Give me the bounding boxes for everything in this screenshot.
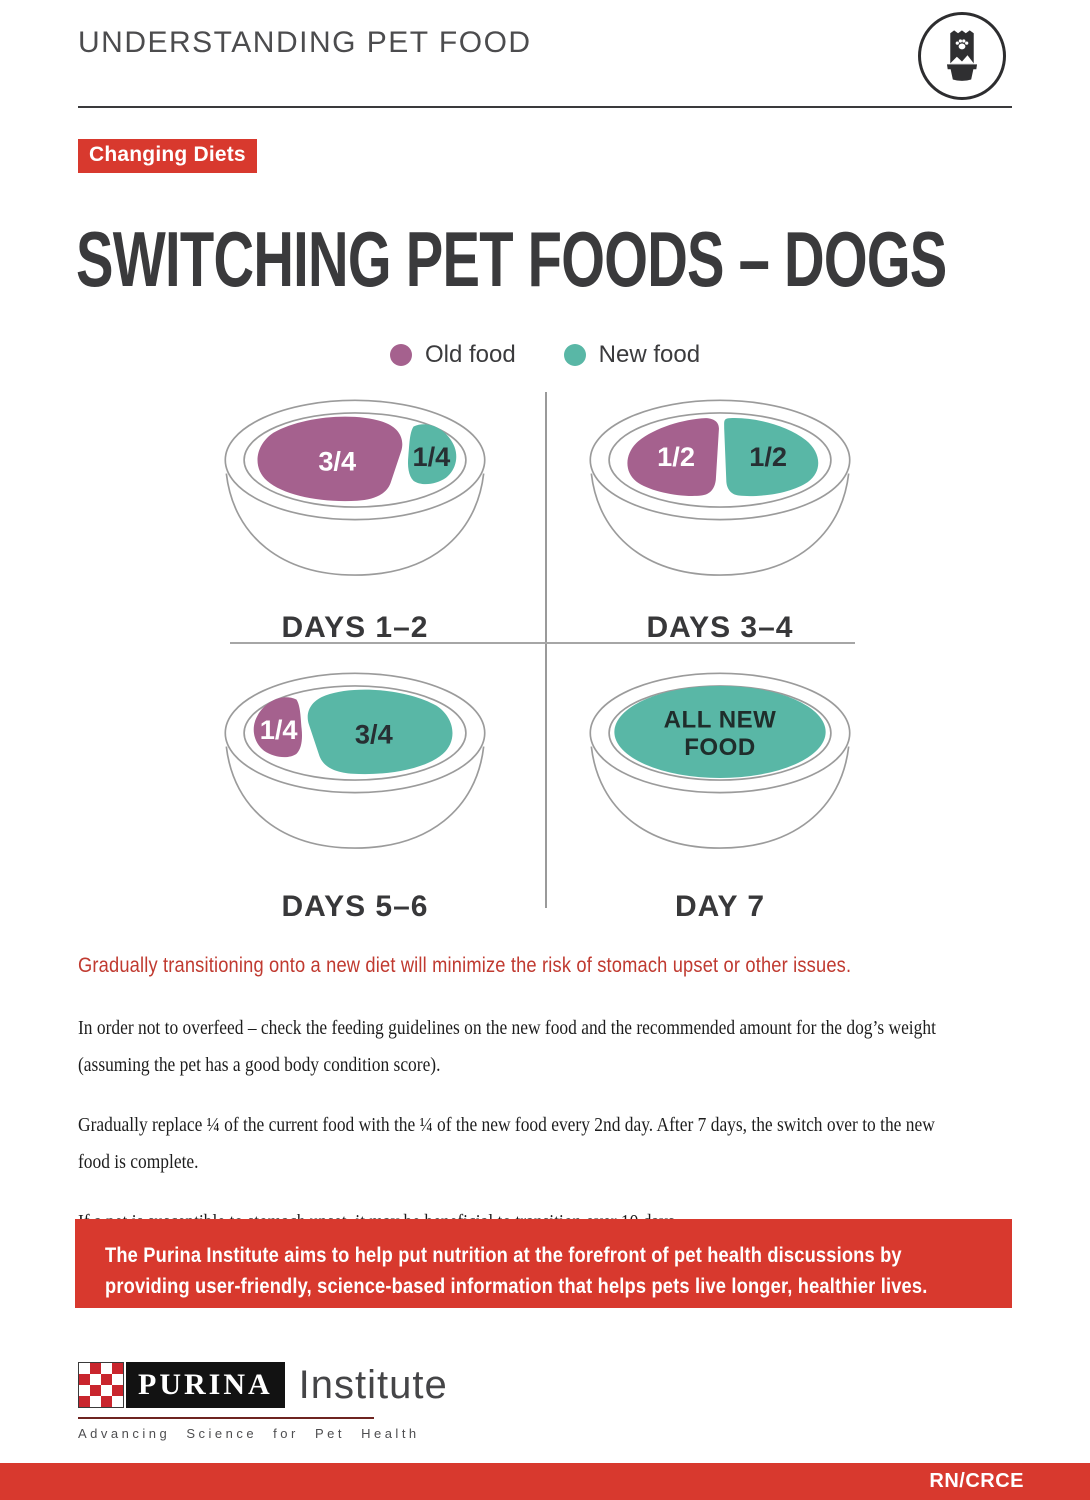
- bowl-graphic-days-1-2: 3/4 1/4: [224, 399, 486, 576]
- grid-divider-horizontal: [230, 642, 855, 644]
- bowl-caption: DAYS 5–6: [281, 890, 429, 923]
- banner-line-2: providing user-friendly, science-based i…: [105, 1275, 928, 1298]
- page-title: SWITCHING PET FOODS – DOGS: [76, 215, 947, 303]
- legend-item-new-food: New food: [563, 341, 701, 369]
- bowl-days-1-2: 3/4 1/4 DAYS 1–2: [205, 395, 505, 645]
- purina-checkerboard-icon: [78, 1362, 124, 1408]
- banner-line-1: The Purina Institute aims to help put nu…: [105, 1244, 902, 1267]
- paragraph-overfeed: In order not to overfeed – check the fee…: [78, 1017, 936, 1076]
- institute-wordmark: Institute: [298, 1362, 448, 1407]
- bowl-graphic-days-3-4: 1/2 1/2: [589, 399, 851, 576]
- bowl-graphic-day-7: ALL NEW FOOD: [589, 672, 851, 849]
- grid-divider-vertical: [545, 392, 547, 908]
- portion-label-old: 1/2: [657, 441, 695, 472]
- mission-banner: The Purina Institute aims to help put nu…: [75, 1219, 1012, 1308]
- highlight-text: Gradually transitioning onto a new diet …: [78, 954, 852, 977]
- pet-food-bag-bowl-icon: [918, 12, 1006, 100]
- legend-item-old-food: Old food: [389, 341, 516, 369]
- footer-bar: RN/CRCE: [0, 1463, 1090, 1500]
- portion-label-old: 3/4: [318, 445, 356, 476]
- portion-label-new: 1/4: [412, 441, 450, 472]
- portion-label-new: 3/4: [355, 718, 393, 749]
- bowl-day-7: ALL NEW FOOD DAY 7: [570, 668, 870, 924]
- bowl-graphic-days-5-6: 1/4 3/4: [224, 672, 486, 849]
- all-new-food-label-line1: ALL NEW: [664, 707, 777, 734]
- pet-food-icon-graphic: [946, 30, 978, 81]
- bowl-caption: DAYS 1–2: [281, 611, 429, 644]
- portion-label-old: 1/4: [260, 714, 298, 745]
- bowl-caption: DAYS 3–4: [646, 611, 794, 644]
- bowl-days-5-6: 1/4 3/4 DAYS 5–6: [205, 668, 505, 924]
- section-badge: Changing Diets: [78, 139, 257, 173]
- page-header-title: UNDERSTANDING PET FOOD: [78, 26, 532, 59]
- bowl-caption: DAY 7: [674, 890, 766, 923]
- header-divider-line: [78, 106, 1012, 108]
- new-food-dot-icon: [563, 344, 586, 366]
- purina-wordmark: PURINA: [126, 1362, 285, 1408]
- legend: Old food New food: [0, 341, 1090, 369]
- portion-label-new: 1/2: [749, 441, 787, 472]
- logo-underline: [78, 1417, 374, 1419]
- bowl-days-3-4: 1/2 1/2 DAYS 3–4: [570, 395, 870, 645]
- paragraph-replace: Gradually replace ¼ of the current food …: [78, 1114, 935, 1173]
- legend-label-new: New food: [598, 341, 701, 368]
- footer-code: RN/CRCE: [929, 1470, 1024, 1492]
- all-new-food-label-line2: FOOD: [684, 734, 756, 761]
- old-food-dot-icon: [389, 344, 412, 366]
- logo-tagline: Advancing Science for Pet Health: [78, 1426, 420, 1441]
- legend-label-old: Old food: [424, 341, 516, 368]
- purina-institute-logo: PURINA Institute Advancing Science for P…: [78, 1362, 448, 1441]
